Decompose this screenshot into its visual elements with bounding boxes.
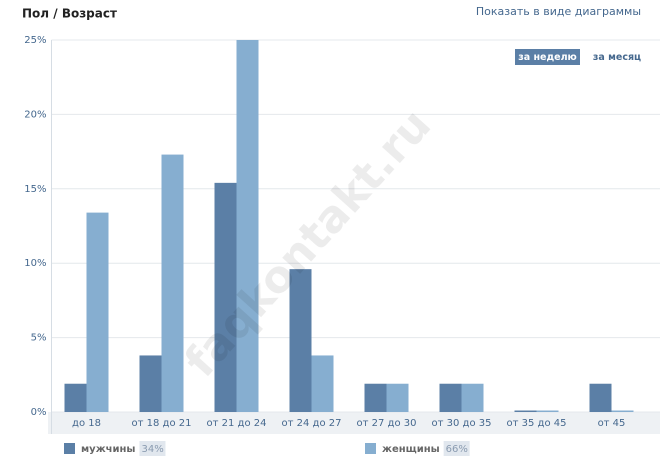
legend-label: мужчины — [81, 444, 135, 455]
bar — [311, 355, 334, 412]
week-button[interactable] — [515, 49, 580, 65]
bar — [289, 269, 312, 412]
legend-label: женщины — [382, 444, 440, 455]
bar — [589, 383, 612, 412]
y-tick-label: 5% — [31, 333, 47, 344]
y-tick-label: 20% — [24, 109, 46, 120]
week-button-label[interactable]: за неделю — [518, 52, 577, 63]
month-button[interactable]: за месяц — [593, 52, 641, 63]
y-tick-label: 15% — [24, 184, 46, 195]
bar — [611, 410, 634, 412]
bar — [161, 154, 184, 413]
x-tick-label: от 35 до 45 — [507, 418, 567, 429]
y-tick-label: 25% — [24, 35, 46, 46]
bar — [536, 410, 559, 412]
x-tick-label: от 21 до 24 — [207, 418, 267, 429]
legend-share: 34% — [141, 444, 163, 455]
bar — [514, 410, 537, 412]
bar — [386, 383, 409, 412]
y-tick-label: 10% — [24, 258, 46, 269]
x-tick-label: от 45 — [598, 418, 626, 429]
y-tick-label: 0% — [31, 407, 47, 418]
view-link[interactable]: Показать в виде диаграммы — [476, 5, 641, 18]
bar — [439, 383, 462, 412]
bar — [86, 212, 109, 412]
legend-share-badge — [443, 441, 470, 456]
bar — [236, 40, 259, 412]
bar — [64, 383, 87, 412]
x-tick-label: от 18 до 21 — [132, 418, 192, 429]
legend-swatch — [365, 443, 376, 454]
x-tick-label: от 27 до 30 — [357, 418, 417, 429]
legend-share-badge — [139, 441, 166, 456]
legend-swatch — [64, 443, 75, 454]
bar — [139, 355, 162, 412]
x-axis-band — [48, 412, 660, 434]
bar — [364, 383, 387, 412]
bar — [214, 182, 237, 412]
legend-share: 66% — [446, 444, 468, 455]
x-tick-label: до 18 — [72, 418, 101, 429]
x-tick-label: от 30 до 35 — [432, 418, 492, 429]
panel-title: Пол / Возраст — [22, 7, 117, 21]
bar — [461, 383, 484, 412]
x-tick-label: от 24 до 27 — [282, 418, 342, 429]
